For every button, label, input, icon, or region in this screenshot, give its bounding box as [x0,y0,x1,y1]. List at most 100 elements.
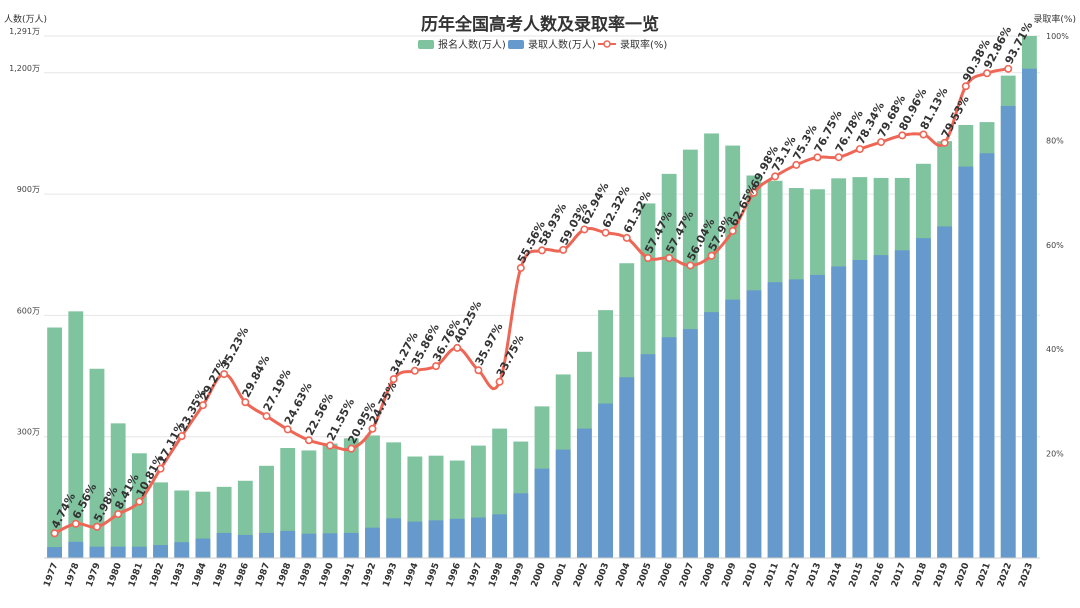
bar-layer [47,36,1037,559]
rate-point [326,441,335,450]
admit-bar [365,527,380,558]
rate-point [792,160,801,169]
admit-bar [682,329,698,558]
right-tick-label: 20% [1046,450,1064,459]
admit-bar [1021,68,1037,559]
rate-point [389,375,398,384]
x-tick-label: 1996 [445,562,463,589]
admit-bar [89,546,105,558]
x-tick-label: 2000 [530,562,548,589]
admit-bar [619,377,635,558]
rate-point [198,401,207,410]
x-tick-label: 1980 [106,562,124,589]
rate-point [177,432,186,441]
rate-point [877,138,886,147]
admit-bar [958,166,974,559]
x-tick-label: 2021 [975,562,993,589]
x-tick-label: 2017 [890,562,908,589]
rate-point [92,522,101,531]
admit-bar [110,546,126,558]
admit-bar [979,153,995,558]
x-tick-label: 2015 [848,562,866,589]
rate-point [453,343,462,352]
admit-bar [174,542,190,558]
x-tick-label: 2009 [721,562,739,589]
legend-rate-label: 录取率(%) [620,38,667,51]
x-tick-label: 2010 [742,562,760,589]
x-tick-label: 1982 [148,562,166,589]
rate-point [834,153,843,162]
enroll-bar [68,311,84,558]
legend-rate-marker [603,40,611,48]
enroll-bar [301,450,317,558]
admit-bar [746,290,762,558]
x-tick-label: 1983 [170,562,188,589]
rate-point [537,246,546,255]
admit-bar [852,260,868,558]
x-tick-label: 1987 [254,562,272,589]
x-tick-label: 2014 [827,562,845,589]
x-tick-label: 1979 [85,562,103,589]
x-tick-label: 2004 [615,562,633,589]
rate-point [940,138,949,147]
rate-point [983,69,992,78]
rate-point [71,519,80,528]
enroll-bar [365,435,380,558]
legend: 报名人数(万人) 录取人数(万人) 录取率(%) [418,38,667,51]
rate-point [347,444,356,453]
rate-point [220,370,229,379]
rate-point [516,263,525,272]
rate-point [114,510,123,519]
x-tick-label: 1992 [360,562,378,589]
admit-bar [937,226,953,559]
admit-bar [492,514,508,558]
x-tick-label: 1984 [191,562,209,589]
enroll-bar [174,490,190,558]
rate-point [643,254,652,263]
rate-point [707,251,716,260]
rate-point [919,130,928,139]
left-axis-label: 人数(万人) [4,13,47,25]
rate-point [559,245,568,254]
x-tick-label: 1998 [487,562,505,589]
enroll-bar [89,368,105,558]
right-tick-label: 40% [1046,345,1064,354]
enroll-bar [153,482,168,558]
admit-bar [280,530,296,558]
enroll-bar [110,423,126,558]
enroll-bar [322,443,338,558]
rate-point [622,233,631,242]
admit-bar [301,533,317,558]
enroll-bar [280,448,296,558]
right-tick-label: 80% [1046,136,1064,145]
admit-bar [661,337,677,558]
left-tick-label: 1,200万 [9,64,40,73]
admit-bar [916,238,931,558]
admit-bar [767,282,783,558]
x-tick-label: 2018 [911,562,929,589]
x-tick-label: 1981 [127,562,145,589]
rate-point [135,497,144,506]
x-tick-label: 1977 [42,562,60,589]
x-tick-label: 2001 [551,562,569,589]
right-tick-label: 100% [1046,32,1069,41]
x-tick-label: 2003 [593,562,611,589]
rate-point [410,366,419,375]
admit-bar [513,493,529,558]
admit-bar [449,518,465,558]
admit-bar [725,299,741,558]
rate-point [50,529,59,538]
x-tick-label: 2012 [784,562,802,589]
left-tick-label: 300万 [17,428,40,437]
rate-point [728,226,737,235]
left-tick-label: 900万 [17,185,40,194]
rate-point [580,225,589,234]
admit-bar [598,403,613,558]
rate-point [304,436,313,445]
rate-point [771,172,780,181]
x-tick-label: 2016 [869,562,887,589]
admit-bar [195,538,211,558]
x-tick-label: 1985 [212,562,230,589]
